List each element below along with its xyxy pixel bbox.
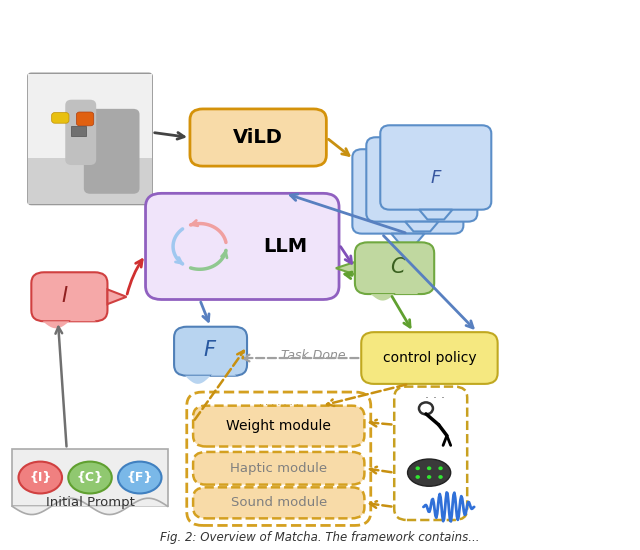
FancyBboxPatch shape [361, 332, 498, 384]
Polygon shape [391, 234, 424, 244]
Ellipse shape [118, 461, 161, 493]
Polygon shape [108, 289, 127, 304]
Ellipse shape [68, 461, 112, 493]
Polygon shape [405, 222, 438, 232]
FancyBboxPatch shape [145, 194, 339, 300]
FancyBboxPatch shape [72, 125, 86, 136]
FancyBboxPatch shape [355, 243, 434, 294]
Text: Task Done: Task Done [281, 349, 346, 362]
FancyBboxPatch shape [31, 272, 108, 321]
FancyBboxPatch shape [380, 125, 492, 210]
Text: LLM: LLM [263, 237, 307, 256]
Text: Initial Prompt: Initial Prompt [45, 496, 134, 509]
Text: {C}: {C} [77, 471, 104, 484]
Ellipse shape [415, 466, 420, 470]
Text: $I$: $I$ [61, 286, 68, 306]
FancyBboxPatch shape [193, 452, 364, 485]
FancyBboxPatch shape [366, 138, 477, 222]
Ellipse shape [438, 466, 443, 470]
FancyBboxPatch shape [193, 487, 364, 518]
FancyBboxPatch shape [28, 158, 152, 204]
Text: $F$: $F$ [429, 169, 442, 186]
FancyBboxPatch shape [190, 109, 326, 166]
Text: $C$: $C$ [390, 257, 407, 277]
Ellipse shape [427, 466, 431, 470]
FancyBboxPatch shape [353, 149, 463, 234]
Text: control policy: control policy [383, 351, 476, 365]
Ellipse shape [438, 475, 443, 479]
Text: Sound module: Sound module [230, 496, 327, 509]
Ellipse shape [19, 461, 62, 493]
FancyBboxPatch shape [28, 74, 152, 204]
Ellipse shape [427, 475, 431, 479]
Text: .......: ....... [397, 174, 419, 184]
Polygon shape [336, 262, 355, 274]
FancyBboxPatch shape [76, 112, 93, 126]
Text: .......: ....... [412, 162, 433, 172]
Text: . . . . . . .: . . . . . . . [259, 397, 299, 407]
Text: Weight module: Weight module [227, 419, 331, 433]
Text: $F$: $F$ [204, 340, 218, 360]
FancyBboxPatch shape [52, 113, 69, 123]
FancyBboxPatch shape [12, 449, 168, 507]
FancyBboxPatch shape [28, 74, 152, 158]
Text: {I}: {I} [29, 471, 51, 484]
Polygon shape [419, 210, 452, 219]
FancyBboxPatch shape [174, 327, 247, 376]
Text: Fig. 2: Overview of Matcha. The framework contains...: Fig. 2: Overview of Matcha. The framewor… [160, 531, 480, 544]
FancyBboxPatch shape [84, 109, 140, 194]
FancyBboxPatch shape [65, 100, 96, 165]
Text: Haptic module: Haptic module [230, 462, 327, 475]
Ellipse shape [415, 475, 420, 479]
Text: ViLD: ViLD [233, 128, 283, 147]
FancyBboxPatch shape [193, 406, 364, 447]
Text: . . .: . . . [426, 388, 445, 401]
Text: {F}: {F} [127, 471, 153, 484]
Ellipse shape [408, 459, 451, 486]
